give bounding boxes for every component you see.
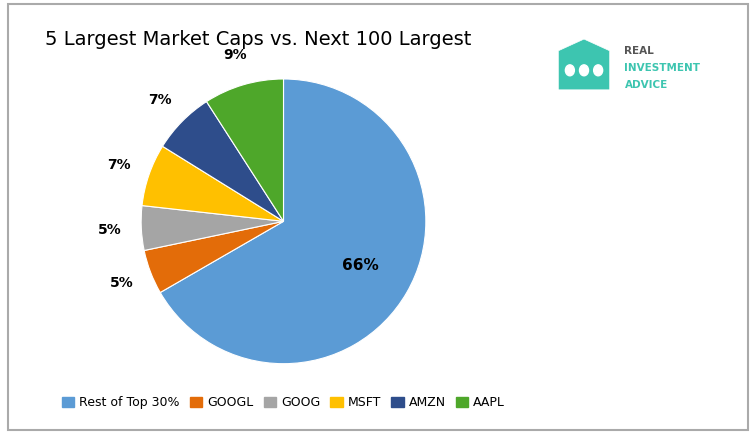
Text: 7%: 7% [107, 158, 132, 171]
Wedge shape [142, 146, 284, 221]
Text: 5%: 5% [110, 276, 133, 290]
Text: 7%: 7% [148, 92, 172, 106]
Text: ADVICE: ADVICE [624, 80, 668, 90]
Text: REAL: REAL [624, 46, 654, 56]
Wedge shape [206, 79, 284, 221]
Circle shape [565, 65, 575, 76]
Circle shape [593, 65, 603, 76]
Text: 5 Largest Market Caps vs. Next 100 Largest: 5 Largest Market Caps vs. Next 100 Large… [45, 30, 472, 49]
Text: 5%: 5% [98, 223, 122, 237]
Circle shape [580, 65, 588, 76]
Text: 9%: 9% [223, 48, 246, 62]
Wedge shape [141, 206, 284, 250]
Wedge shape [160, 79, 426, 364]
Polygon shape [558, 39, 609, 90]
Wedge shape [144, 221, 284, 293]
Text: INVESTMENT: INVESTMENT [624, 63, 701, 73]
Legend: Rest of Top 30%, GOOGL, GOOG, MSFT, AMZN, AAPL: Rest of Top 30%, GOOGL, GOOG, MSFT, AMZN… [57, 391, 510, 414]
Text: 66%: 66% [342, 258, 378, 273]
Wedge shape [163, 102, 284, 221]
